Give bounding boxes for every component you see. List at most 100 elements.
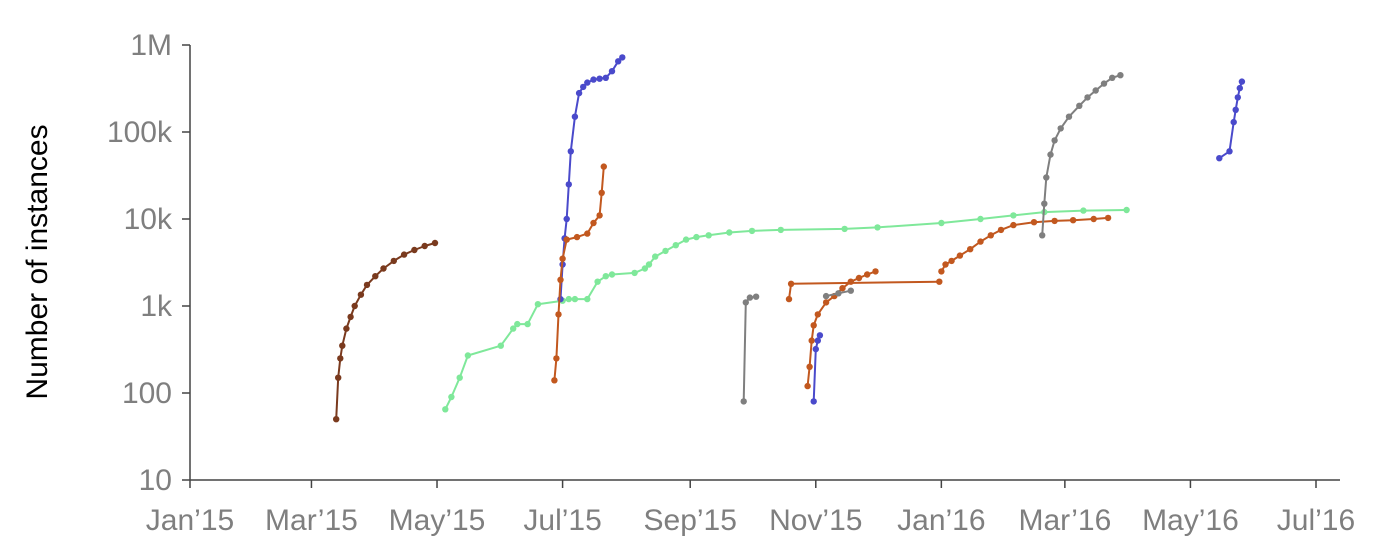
data-point xyxy=(580,83,587,91)
data-point xyxy=(746,294,754,301)
data-point xyxy=(847,287,854,294)
x-tick-label: Sep’15 xyxy=(644,504,737,537)
data-point xyxy=(1069,217,1077,224)
y-tick-label: 1k xyxy=(140,290,173,323)
y-tick-label: 100k xyxy=(107,116,173,149)
data-point xyxy=(705,232,712,239)
data-point xyxy=(594,278,601,285)
data-point xyxy=(682,236,690,243)
data-point xyxy=(1080,207,1087,214)
data-point xyxy=(785,295,793,303)
data-point xyxy=(448,393,455,401)
data-point xyxy=(693,233,700,241)
data-point xyxy=(573,233,581,241)
data-point xyxy=(942,261,949,268)
data-point xyxy=(777,226,784,234)
data-point xyxy=(822,299,830,306)
data-point xyxy=(839,285,846,292)
data-point xyxy=(557,276,564,283)
data-point xyxy=(997,226,1005,234)
data-point xyxy=(1117,72,1124,79)
data-point xyxy=(641,265,649,272)
data-point xyxy=(1051,217,1058,225)
series-12 xyxy=(1216,78,1246,162)
data-point xyxy=(456,374,463,381)
data-point xyxy=(1057,125,1064,132)
data-point xyxy=(1041,200,1048,207)
data-point xyxy=(631,269,638,277)
data-point xyxy=(787,280,795,287)
data-point xyxy=(1092,87,1099,94)
data-point xyxy=(400,251,408,258)
data-point xyxy=(1230,118,1237,126)
y-axis-title: Number of instances xyxy=(21,124,54,399)
data-point xyxy=(814,311,821,318)
data-point xyxy=(835,290,842,297)
data-point xyxy=(380,265,387,272)
data-point xyxy=(584,230,591,237)
data-point xyxy=(956,252,964,259)
data-point xyxy=(565,181,572,188)
series-3 xyxy=(557,54,626,303)
data-point xyxy=(363,281,371,289)
data-point xyxy=(872,268,879,275)
x-tick-label: May’16 xyxy=(1142,504,1239,537)
series-line xyxy=(812,334,821,402)
data-point xyxy=(748,227,756,235)
data-point xyxy=(524,320,531,328)
series-2 xyxy=(442,206,1130,413)
data-point xyxy=(339,342,346,349)
data-point xyxy=(551,377,558,384)
data-point xyxy=(347,313,354,321)
y-tick-label: 10k xyxy=(124,203,173,236)
data-point xyxy=(596,212,603,219)
x-tick-label: May’15 xyxy=(389,504,486,537)
axes xyxy=(189,45,1340,481)
series-1 xyxy=(333,239,439,423)
data-point xyxy=(411,246,418,254)
data-point xyxy=(1051,137,1058,144)
series-line xyxy=(553,166,605,381)
y-tick-label: 1M xyxy=(130,29,172,62)
data-point xyxy=(938,268,945,275)
data-point xyxy=(464,352,472,359)
data-point xyxy=(390,257,397,265)
data-point xyxy=(652,253,659,260)
data-point xyxy=(563,215,570,223)
data-point xyxy=(619,54,626,61)
data-point xyxy=(442,406,449,413)
data-point xyxy=(1076,102,1083,110)
data-point xyxy=(1226,148,1233,155)
data-point xyxy=(514,320,521,328)
series-line xyxy=(788,280,940,300)
series-line xyxy=(559,56,623,300)
data-point xyxy=(596,75,603,82)
data-point xyxy=(584,79,591,86)
data-point xyxy=(598,189,605,196)
data-point xyxy=(431,239,439,247)
data-point xyxy=(1047,151,1054,158)
series-line xyxy=(742,295,757,402)
data-point xyxy=(357,291,365,298)
series-10 xyxy=(938,214,1112,275)
data-point xyxy=(987,232,994,239)
data-point xyxy=(977,215,984,223)
data-point xyxy=(575,89,583,97)
data-point xyxy=(602,273,609,280)
x-tick-label: Mar’16 xyxy=(1018,504,1111,537)
data-point xyxy=(948,257,955,265)
data-point xyxy=(584,295,591,303)
data-point xyxy=(855,274,863,282)
data-point xyxy=(752,293,760,300)
x-tick-label: Nov’15 xyxy=(769,504,862,537)
data-point xyxy=(841,225,848,233)
data-point xyxy=(1109,74,1116,82)
data-point xyxy=(571,113,579,120)
series-4 xyxy=(551,163,607,384)
data-point xyxy=(567,148,574,155)
series-5 xyxy=(740,293,760,405)
data-point xyxy=(1123,206,1130,214)
data-point xyxy=(726,229,733,236)
data-point xyxy=(421,242,428,250)
